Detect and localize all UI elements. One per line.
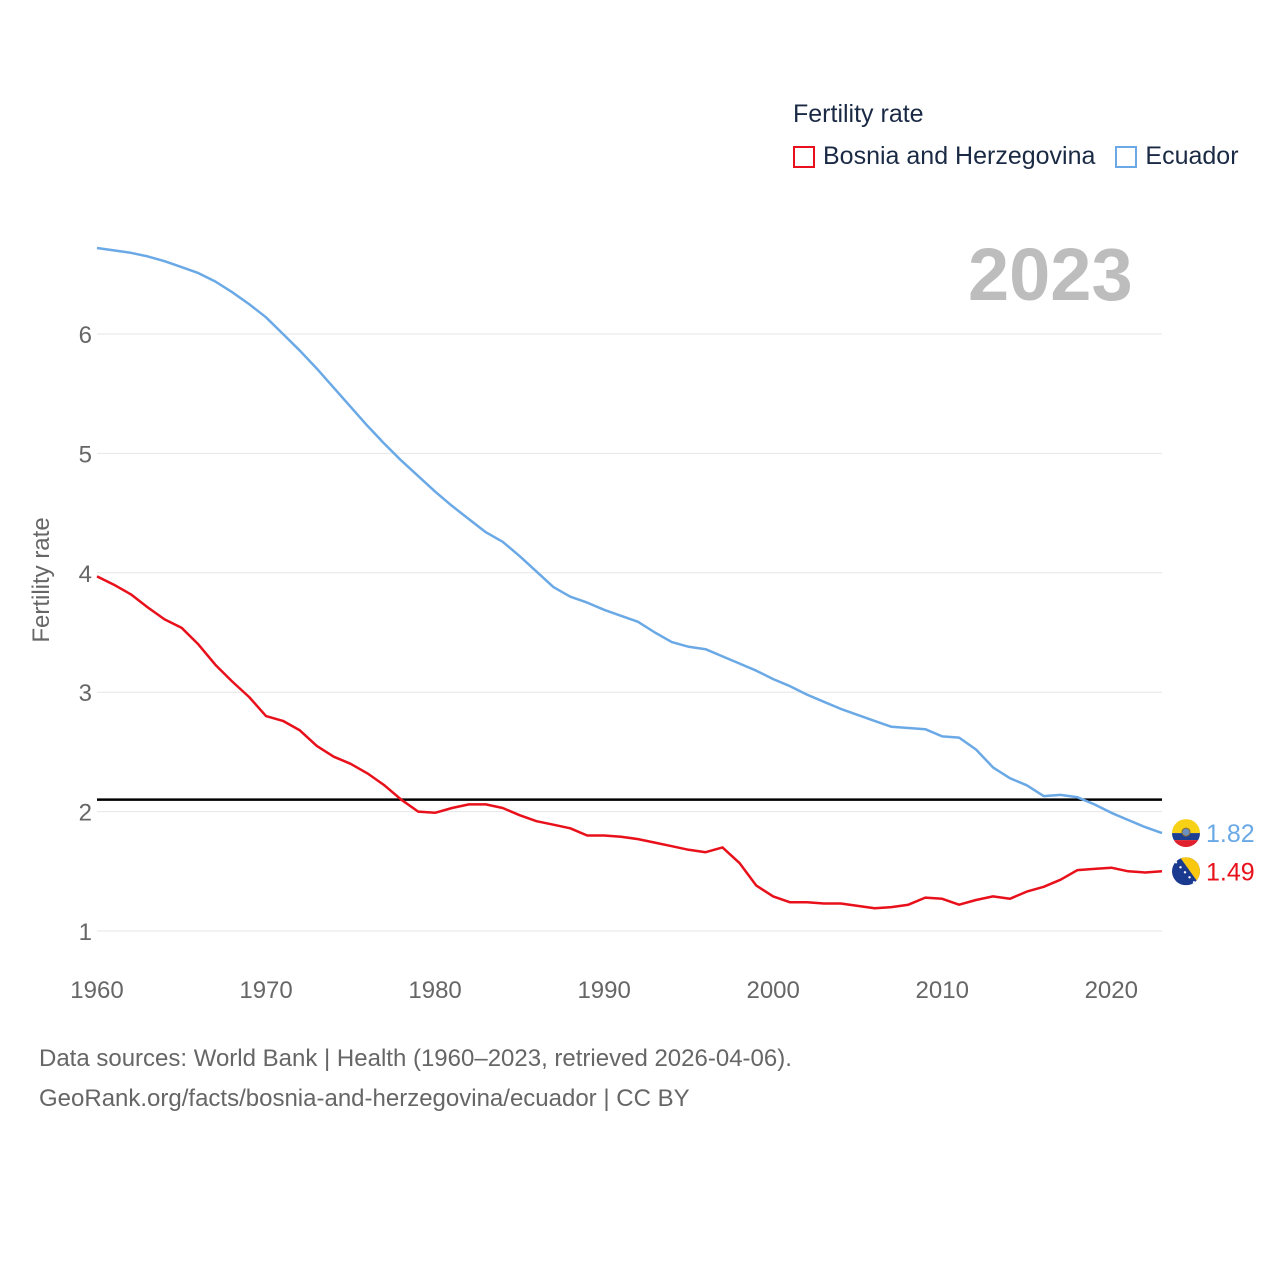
y-tick-label: 1 <box>79 919 92 946</box>
x-tick-label: 1980 <box>408 977 461 1004</box>
y-tick-label: 6 <box>79 322 92 349</box>
series-end-label: 1.82 <box>1206 820 1255 848</box>
flag-triangle <box>1180 857 1200 886</box>
series-end-label: 1.49 <box>1206 858 1255 886</box>
legend-label-bosnia: Bosnia and Herzegovina <box>823 142 1096 170</box>
series-lines <box>96 246 1163 910</box>
x-tick-label: 2000 <box>746 977 799 1004</box>
source-line-1: Data sources: World Bank | Health (1960–… <box>39 1045 792 1072</box>
bosnia-flag-icon <box>1172 857 1200 886</box>
gridlines <box>97 333 1162 932</box>
legend-label-ecuador: Ecuador <box>1145 142 1239 170</box>
y-tick-label: 2 <box>79 800 92 827</box>
legend: Bosnia and Herzegovina Ecuador <box>793 142 1259 171</box>
y-axis-ticks: 1 2 3 4 5 6 <box>79 322 92 946</box>
flag-stripe <box>1172 819 1200 834</box>
y-tick-label: 3 <box>79 680 92 707</box>
flag-star <box>1192 881 1196 884</box>
x-tick-label: 1990 <box>577 977 630 1004</box>
x-axis-ticks: 1960 1970 1980 1990 2000 2010 2020 <box>70 977 1138 1004</box>
series-line-ecuador <box>96 246 1163 835</box>
flag-star <box>1188 876 1191 879</box>
x-tick-label: 1960 <box>70 977 123 1004</box>
series-end-markers: 1.49 1.82 <box>1172 819 1255 886</box>
x-tick-label: 2020 <box>1085 977 1138 1004</box>
flag-stripe <box>1172 840 1200 848</box>
x-tick-label: 2010 <box>916 977 969 1004</box>
legend-swatch-bosnia <box>793 145 815 168</box>
x-tick-label: 1970 <box>239 977 292 1004</box>
y-axis-label: Fertility rate <box>28 517 55 643</box>
flag-emblem <box>1181 827 1191 837</box>
flag-star <box>1179 866 1182 869</box>
legend-item-bosnia[interactable]: Bosnia and Herzegovina <box>793 142 1095 171</box>
year-label: 2023 <box>968 233 1133 316</box>
source-line-2[interactable]: GeoRank.org/facts/bosnia-and-herzegovina… <box>39 1085 690 1112</box>
ecuador-flag-icon <box>1172 819 1200 848</box>
y-tick-label: 5 <box>79 441 92 468</box>
flag-star <box>1183 871 1187 874</box>
flag-star <box>1174 861 1178 864</box>
legend-title: Fertility rate <box>793 100 924 128</box>
series-line-bosnia <box>96 575 1163 910</box>
legend-swatch-ecuador <box>1115 145 1138 168</box>
legend-item-ecuador[interactable]: Ecuador <box>1115 142 1239 171</box>
y-tick-label: 4 <box>79 561 92 588</box>
